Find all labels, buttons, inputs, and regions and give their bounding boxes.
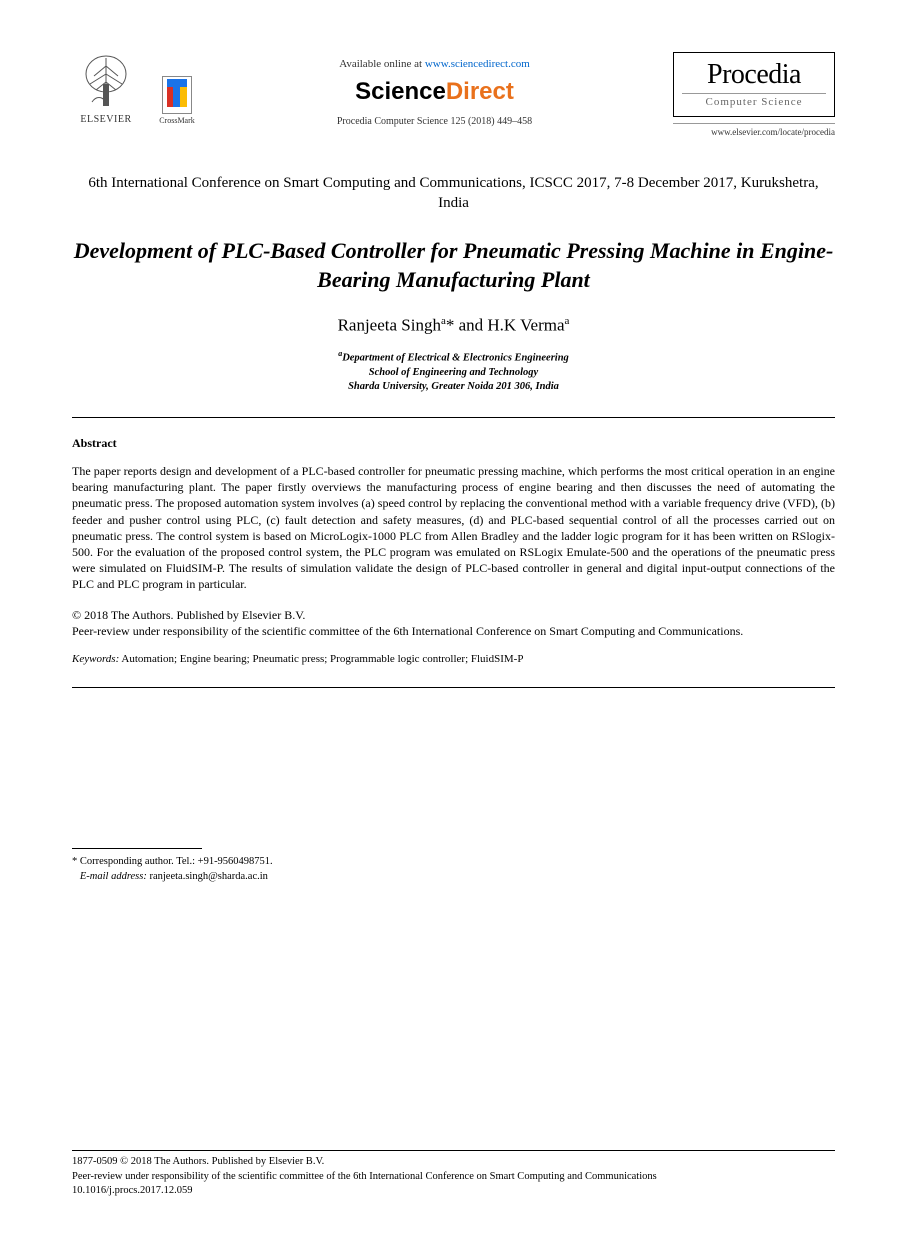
keywords-text: Automation; Engine bearing; Pneumatic pr… (119, 653, 523, 665)
available-online: Available online at www.sciencedirect.co… (196, 58, 673, 70)
affiliation-line3: Sharda University, Greater Noida 201 306… (348, 381, 559, 392)
procedia-subtitle: Computer Science (682, 96, 826, 108)
footer-line1: 1877-0509 © 2018 The Authors. Published … (72, 1155, 835, 1169)
author-2-affil-sup: a (565, 315, 570, 327)
crossmark-label: CrossMark (159, 116, 195, 125)
copyright-line1: © 2018 The Authors. Published by Elsevie… (72, 607, 835, 623)
header-right: Procedia Computer Science www.elsevier.c… (673, 52, 835, 137)
abstract-body: The paper reports design and development… (72, 463, 835, 593)
authors-separator: and (454, 316, 487, 335)
keywords-line: Keywords: Automation; Engine bearing; Pn… (72, 653, 835, 665)
paper-title: Development of PLC-Based Controller for … (72, 236, 835, 295)
elsevier-tree-icon (76, 52, 136, 112)
authors-line: Ranjeeta Singha* and H.K Vermaa (72, 315, 835, 336)
procedia-box: Procedia Computer Science (673, 52, 835, 117)
keywords-label: Keywords: (72, 653, 119, 665)
email-address: ranjeeta.singh@sharda.ac.in (147, 871, 268, 882)
footer-doi: 10.1016/j.procs.2017.12.059 (72, 1184, 835, 1198)
divider-bottom (72, 687, 835, 688)
crossmark-badge[interactable]: CrossMark (158, 76, 196, 125)
divider-top (72, 417, 835, 418)
sciencedirect-logo: ScienceDirect (196, 78, 673, 106)
affiliation-block: aDepartment of Electrical & Electronics … (72, 348, 835, 396)
conference-info: 6th International Conference on Smart Co… (72, 173, 835, 214)
elsevier-logo: ELSEVIER (72, 52, 140, 125)
copyright-line2: Peer-review under responsibility of the … (72, 623, 835, 639)
citation-line: Procedia Computer Science 125 (2018) 449… (196, 116, 673, 127)
abstract-heading: Abstract (72, 436, 835, 451)
footnote-separator (72, 848, 202, 849)
elsevier-label: ELSEVIER (80, 114, 131, 125)
corresponding-author: * Corresponding author. Tel.: +91-956049… (72, 855, 835, 870)
email-line: E-mail address: ranjeeta.singh@sharda.ac… (72, 870, 835, 885)
crossmark-icon (162, 76, 192, 114)
copyright-block: © 2018 The Authors. Published by Elsevie… (72, 607, 835, 639)
affiliation-line1: Department of Electrical & Electronics E… (342, 352, 569, 363)
available-prefix: Available online at (339, 58, 425, 70)
sd-logo-left: Science (355, 78, 446, 105)
email-label: E-mail address: (80, 871, 147, 882)
footer-block: 1877-0509 © 2018 The Authors. Published … (72, 1150, 835, 1198)
sd-logo-right: Direct (446, 78, 514, 105)
affiliation-line2: School of Engineering and Technology (369, 367, 538, 378)
header-center: Available online at www.sciencedirect.co… (196, 52, 673, 127)
footer-line2: Peer-review under responsibility of the … (72, 1170, 835, 1184)
procedia-url[interactable]: www.elsevier.com/locate/procedia (673, 123, 835, 137)
footnote-block: * Corresponding author. Tel.: +91-956049… (72, 855, 835, 884)
header-row: ELSEVIER CrossMark Available online at w… (72, 52, 835, 137)
footer-separator (72, 1150, 835, 1151)
sciencedirect-link[interactable]: www.sciencedirect.com (425, 58, 530, 70)
author-2: H.K Verma (487, 316, 564, 335)
procedia-title: Procedia (682, 59, 826, 94)
author-1: Ranjeeta Singh (338, 316, 441, 335)
header-left: ELSEVIER CrossMark (72, 52, 196, 125)
